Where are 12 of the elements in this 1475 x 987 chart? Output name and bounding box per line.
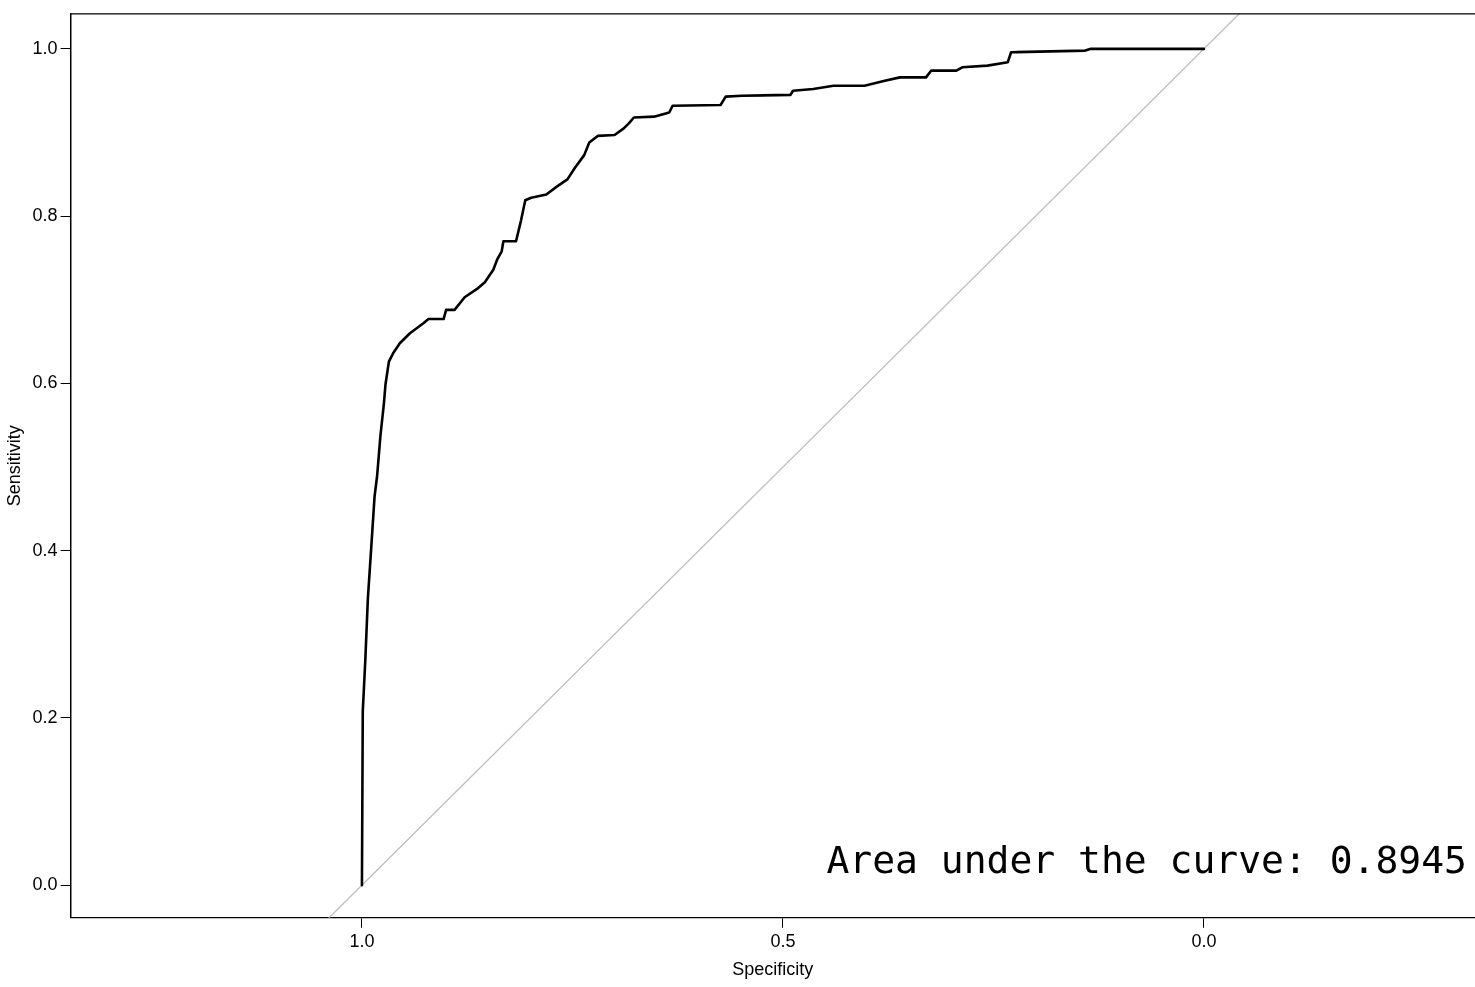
y-tick-label: 0.0 xyxy=(32,874,58,895)
y-tick-label: 0.8 xyxy=(32,205,58,226)
y-tick-label: 1.0 xyxy=(32,37,58,58)
x-tick-label: 1.0 xyxy=(349,930,375,951)
annotation: Area under the curve: 0.8945 xyxy=(826,837,1467,882)
y-tick-label: 0.4 xyxy=(32,539,58,560)
y-tick-label: 0.6 xyxy=(32,372,58,393)
y-axis-title: Sensitivity xyxy=(3,425,24,507)
x-axis-title: Specificity xyxy=(732,959,814,980)
x-tick-label: 0.5 xyxy=(770,930,796,951)
y-tick-label: 0.2 xyxy=(32,706,58,727)
x-tick-label: 0.0 xyxy=(1191,930,1217,951)
